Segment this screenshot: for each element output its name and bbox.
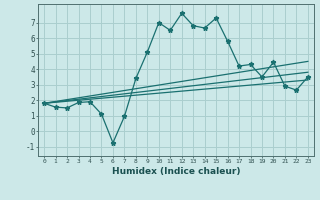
X-axis label: Humidex (Indice chaleur): Humidex (Indice chaleur) [112, 167, 240, 176]
